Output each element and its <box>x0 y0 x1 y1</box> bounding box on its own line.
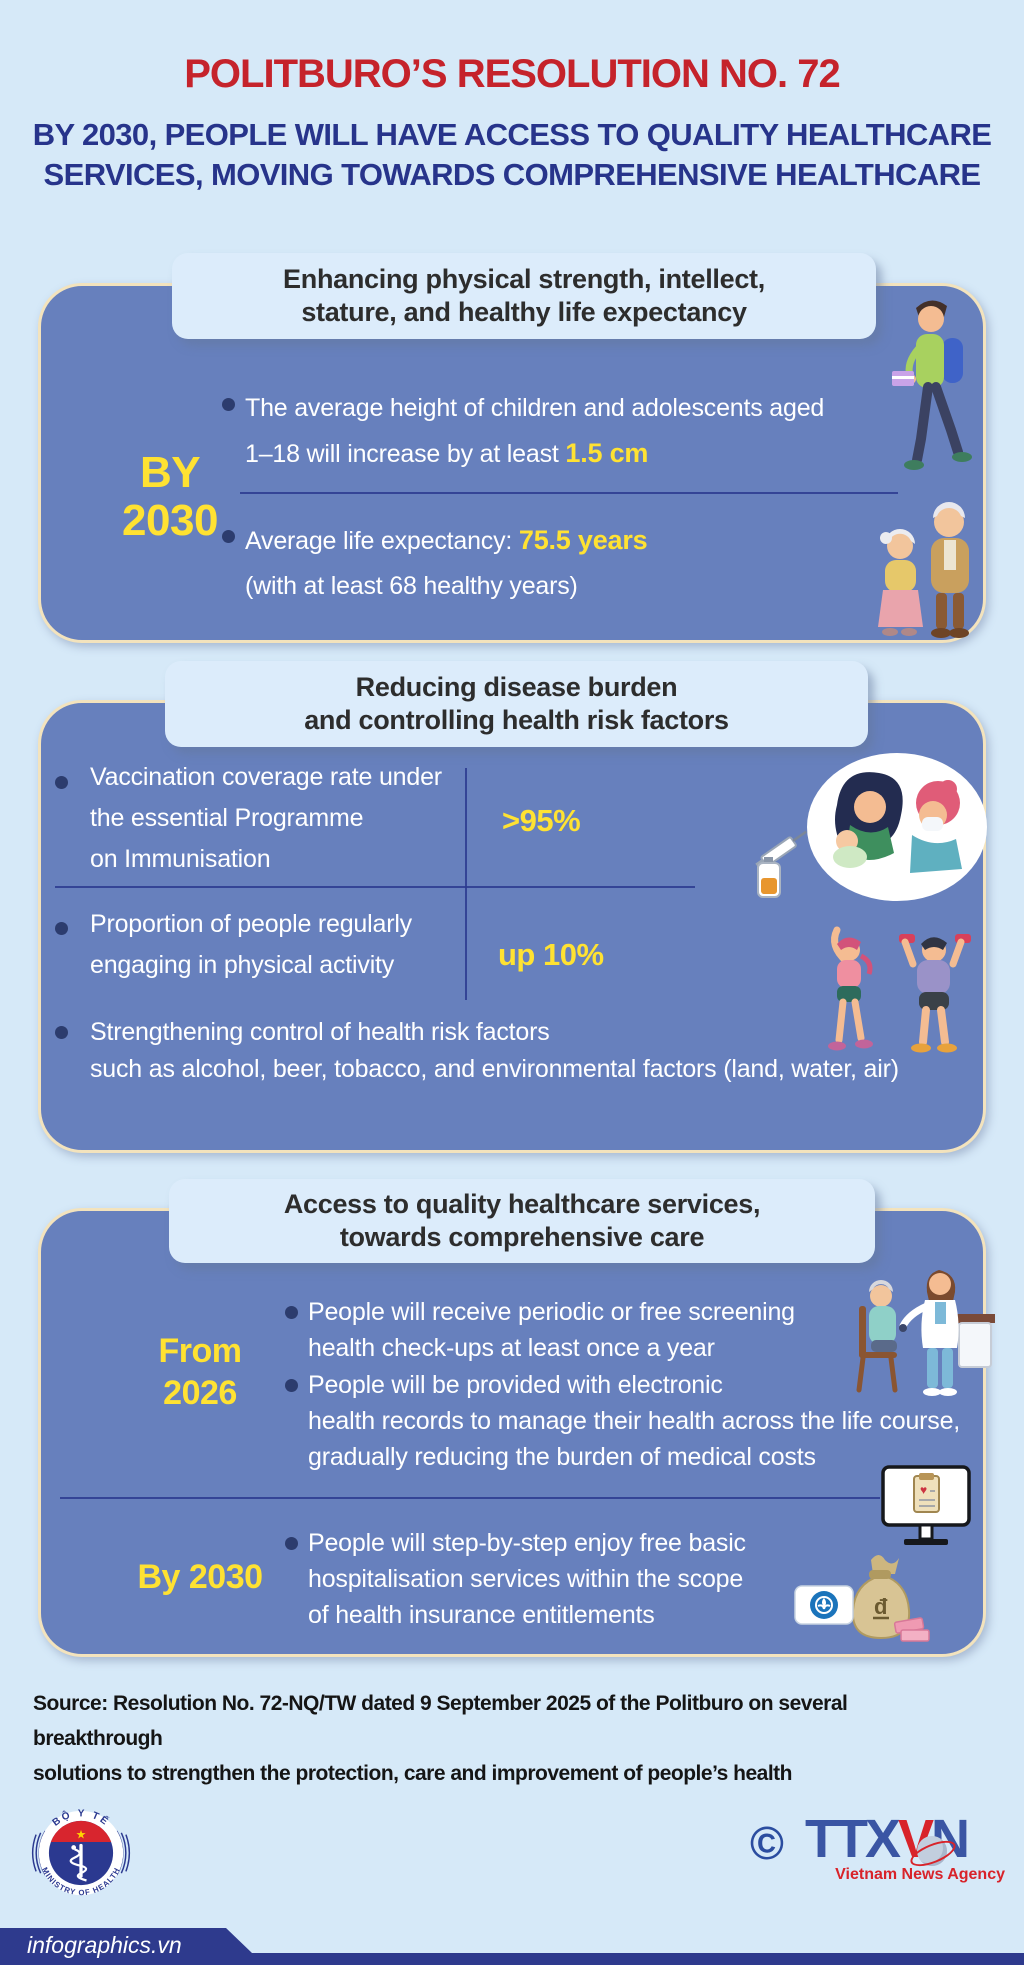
doctor-checkup-illustration <box>856 1270 995 1396</box>
s3-bullet2: People will be provided with electronic … <box>308 1371 961 1471</box>
s1-bullet2: Average life expectancy: 75.5 years (wit… <box>245 518 648 609</box>
globe-icon <box>917 1836 947 1866</box>
insurance-money-illustration: đ <box>794 1555 930 1642</box>
s1-bullet1: The average height of children and adole… <box>245 386 824 477</box>
section2-header-line2: and controlling health risk factors <box>304 705 729 735</box>
section2-header-line1: Reducing disease burden <box>355 672 678 702</box>
heart-icon: ♥ <box>920 1483 927 1497</box>
divider-vertical <box>465 768 467 1000</box>
bullet-dot <box>222 530 235 543</box>
s1-bullet1-line1: The average height of children and adole… <box>245 394 825 422</box>
section3-header-line1: Access to quality healthcare services, <box>283 1189 761 1219</box>
section3-header-line2: towards comprehensive care <box>339 1222 705 1252</box>
s2-row2-label: Proportion of people regularly engaging … <box>90 910 412 979</box>
s2-bullet3: Strengthening control of health risk fac… <box>90 1018 899 1083</box>
s1-bullet1-line2: 1–18 will increase by at least 1.5 cm <box>245 438 649 468</box>
s1-bullet2-line1: Average life expectancy: 75.5 years <box>245 525 648 555</box>
dong-symbol: đ <box>874 1594 888 1619</box>
panel-physical-strength <box>38 283 986 643</box>
ministry-of-health-logo: ★ BỘ Y TẾ MINISTRY OF HEALTH <box>32 1808 130 1897</box>
section2-header: Reducing disease burden and controlling … <box>165 661 868 747</box>
bullet-dot <box>222 398 235 411</box>
highlight-75-5-years: 75.5 years <box>518 525 648 555</box>
page-subtitle: BY 2030, PEOPLE WILL HAVE ACCESS TO QUAL… <box>0 115 1024 195</box>
page-title: POLITBURO’S RESOLUTION NO. 72 <box>184 52 841 96</box>
insurance-card-icon <box>794 1585 854 1625</box>
divider <box>55 886 695 888</box>
source-note: Source: Resolution No. 72-NQ/TW dated 9 … <box>33 1692 848 1785</box>
timeline-label-from-2026: From 2026 <box>158 1332 243 1412</box>
bullet-dot <box>55 922 68 935</box>
panel-quality-services <box>38 1208 986 1657</box>
exercise-illustration <box>828 926 971 1053</box>
vaccine-vial-icon <box>757 857 781 898</box>
s3-bullet1: People will receive periodic or free scr… <box>308 1298 795 1362</box>
bullet-dot <box>55 1026 68 1039</box>
timeline-label-by-2030-bottom: By 2030 <box>137 1558 263 1596</box>
s3-bullet3: People will step-by-step enjoy free basi… <box>308 1529 746 1629</box>
s2-row1-label: Vaccination coverage rate under the esse… <box>90 763 442 873</box>
footer-site: infographics.vn <box>27 1932 182 1958</box>
vaccination-illustration <box>755 753 987 901</box>
copyright-symbol: © <box>750 1817 784 1869</box>
vna-logo-caption: Vietnam News Agency <box>835 1866 1005 1883</box>
panel-disease-burden <box>38 700 986 1153</box>
student-walking-illustration <box>892 300 972 470</box>
subtitle-line-2: SERVICES, MOVING TOWARDS COMPREHENSIVE H… <box>43 157 981 192</box>
star-icon: ★ <box>76 1827 87 1841</box>
elderly-couple-illustration <box>878 502 969 638</box>
divider <box>60 1497 880 1499</box>
vna-logo: TTXVN Vietnam News Agency <box>805 1812 1005 1884</box>
bullet-dot <box>285 1537 298 1550</box>
highlight-1-5-cm: 1.5 cm <box>565 438 649 468</box>
health-record-monitor-icon: ♥ <box>881 1465 971 1545</box>
vna-logo-letters: TTXVN <box>805 1809 970 1869</box>
subtitle-line-1: BY 2030, PEOPLE WILL HAVE ACCESS TO QUAL… <box>32 117 992 152</box>
timeline-label-by-2030: BY 2030 <box>122 448 218 545</box>
section1-header: Enhancing physical strength, intellect, … <box>172 253 876 339</box>
section3-header: Access to quality healthcare services, t… <box>169 1179 875 1263</box>
section1-header-line1: Enhancing physical strength, intellect, <box>283 264 765 294</box>
section1-header-line2: stature, and healthy life expectancy <box>301 297 747 327</box>
s1-bullet2-line2: (with at least 68 healthy years) <box>245 572 578 600</box>
s2-row1-value: >95% <box>502 803 581 838</box>
banknotes-icon <box>893 1617 930 1642</box>
divider <box>240 492 898 494</box>
bullet-dot <box>285 1306 298 1319</box>
bullet-dot <box>285 1379 298 1392</box>
s2-row2-value: up 10% <box>498 937 604 972</box>
bullet-dot <box>55 776 68 789</box>
